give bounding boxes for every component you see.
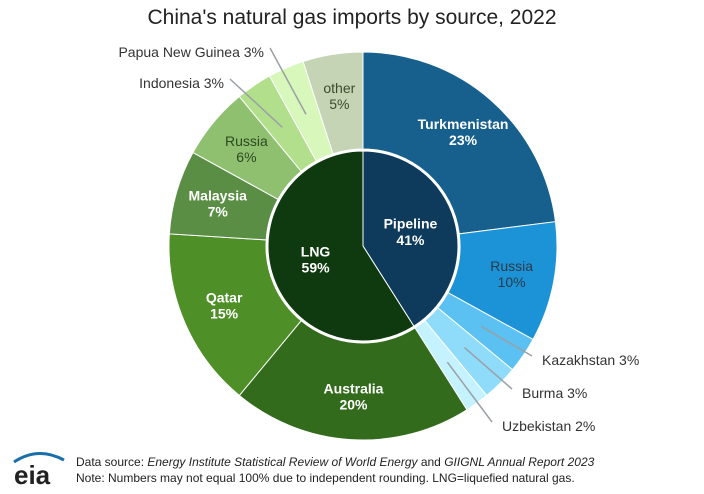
footer: eia Data source: Energy Institute Statis… [0,442,704,494]
label-qatar-lng: Qatar 15% [206,290,243,322]
eia-logo-text: eia [14,460,51,488]
source-giignl: GIIGNL Annual Report 2023 [444,455,595,469]
data-source-note: Data source: Energy Institute Statistica… [76,455,594,469]
leader-lines [229,47,533,423]
slice-australia-lng [238,320,468,441]
label-kazakhstan-pipeline: Kazakhstan 3% [542,352,639,368]
source-prefix: Data source: [76,455,148,469]
label-russia-pipeline: Russia 10% [490,258,533,290]
label-burma-pipeline: Burma 3% [522,385,587,401]
label-uzbekistan-pipeline: Uzbekistan 2% [502,418,595,434]
inner-label-lng: LNG 59% [301,243,331,275]
leader-uzbekistan [446,361,493,423]
label-russia-lng: Russia 6% [225,133,268,165]
donut-chart: Turkmenistan 23% Russia 10% Kazakhstan 3% Bur… [118,44,639,441]
outer-ring [168,51,558,441]
inner-slice-pipeline [362,150,459,327]
inner-label-pipeline: Pipeline 41% [384,216,438,248]
rounding-note: Note: Numbers may not equal 100% due to … [76,471,575,485]
leader-kazakhstan [481,326,533,357]
leader-burma [464,346,513,390]
slice-labels: Turkmenistan 23% Russia 10% Kazakhstan 3% Bur… [118,44,639,434]
leader-papua-new-guinea [269,47,307,115]
leader-indonesia [229,78,283,128]
label-turkmenistan-pipeline: Turkmenistan 23% [418,116,509,148]
chart-title: China's natural gas imports by source, 2… [147,6,557,29]
slice-other-lng [302,51,364,155]
source-and: and [417,455,445,469]
eia-logo-icon: eia [13,452,65,488]
label-australia-lng: Australia 20% [324,381,384,413]
inner-slice-lng [267,150,415,342]
label-malaysia-lng: Malaysia 7% [189,187,248,219]
label-papua-new-guinea-lng: Papua New Guinea 3% [118,44,264,60]
slice-turkmenistan-pipeline [362,51,557,235]
inner-ring [267,150,459,342]
source-energy-institute: Energy Institute Statistical Review of W… [147,455,418,469]
label-indonesia-lng: Indonesia 3% [139,75,224,91]
label-other-lng: other 5% [323,80,355,112]
